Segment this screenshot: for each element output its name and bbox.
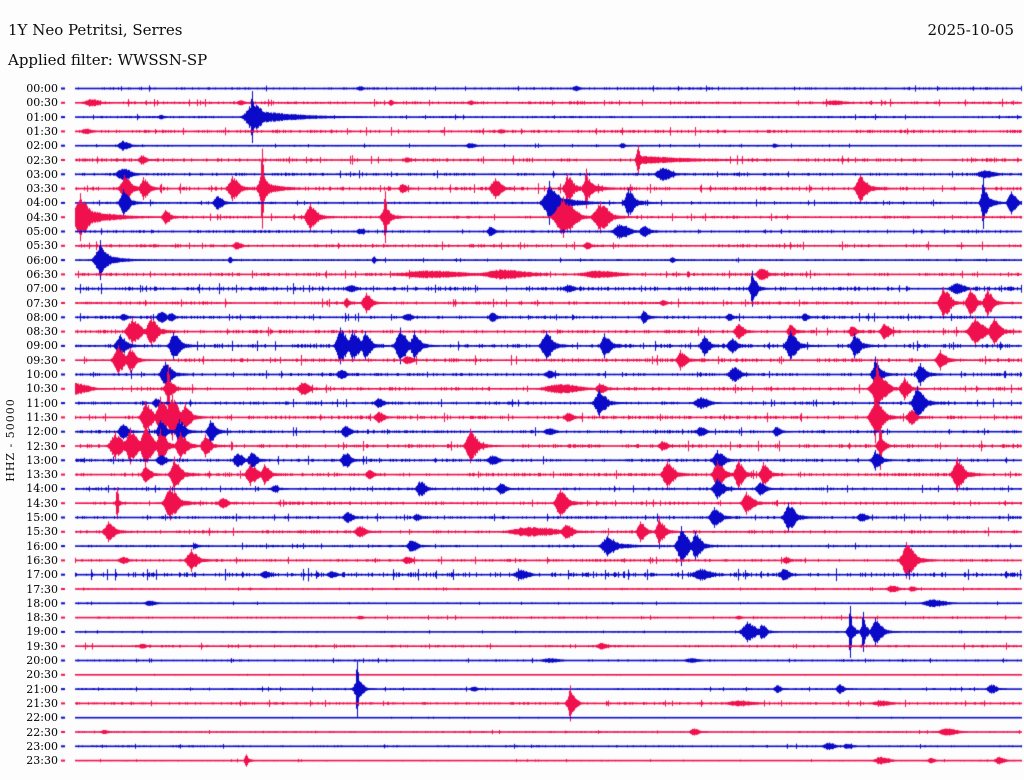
- time-label: 23:30: [26, 754, 58, 768]
- time-label: 01:00: [26, 110, 58, 124]
- time-label: 04:00: [26, 196, 58, 210]
- time-label: 05:30: [26, 239, 58, 253]
- time-label: 00:00: [26, 82, 58, 95]
- time-label: 08:00: [26, 310, 58, 324]
- station-title: 1Y Neo Petritsi, Serres: [8, 21, 183, 39]
- time-label: 18:00: [26, 596, 58, 610]
- time-label: 09:30: [26, 353, 58, 367]
- time-label: 08:30: [26, 325, 58, 339]
- time-label: 22:30: [26, 725, 58, 739]
- time-label: 15:30: [26, 525, 58, 539]
- time-label: 09:00: [26, 339, 58, 353]
- time-label: 14:30: [26, 496, 58, 510]
- time-label: 20:30: [26, 668, 58, 682]
- time-label: 21:00: [26, 682, 58, 696]
- date-label: 2025-10-05: [927, 21, 1014, 39]
- time-label: 06:30: [26, 267, 58, 281]
- time-label: 17:30: [26, 582, 58, 596]
- time-label: 17:00: [26, 568, 58, 582]
- time-label: 03:00: [26, 167, 58, 181]
- time-label: 16:00: [26, 539, 58, 553]
- time-label: 02:00: [26, 139, 58, 153]
- time-label: 13:30: [26, 468, 58, 482]
- time-label: 04:30: [26, 210, 58, 224]
- time-label: 11:30: [26, 410, 58, 424]
- time-label: 07:30: [26, 296, 58, 310]
- time-label: 05:00: [26, 225, 58, 238]
- time-label: 16:30: [26, 553, 58, 567]
- time-label: 19:00: [26, 625, 58, 639]
- time-label: 07:00: [26, 282, 58, 296]
- time-label: 22:00: [26, 711, 58, 725]
- time-label: 15:00: [26, 511, 58, 524]
- time-label: 18:30: [26, 611, 58, 625]
- time-label: 20:00: [26, 654, 58, 667]
- time-label: 12:00: [26, 425, 58, 439]
- time-label: 14:00: [26, 482, 58, 496]
- time-label: 02:30: [26, 153, 58, 167]
- time-label: 00:30: [26, 96, 58, 110]
- time-label: 19:30: [26, 639, 58, 653]
- time-label: 11:00: [26, 396, 58, 410]
- applied-filter-label: Applied filter: WWSSN-SP: [8, 51, 208, 69]
- time-label: 01:30: [26, 124, 58, 138]
- time-label: 23:00: [26, 739, 58, 753]
- time-label: 10:00: [26, 368, 58, 381]
- time-label: 21:30: [26, 696, 58, 710]
- time-label: 06:00: [26, 253, 58, 267]
- time-label: 13:00: [26, 453, 58, 467]
- time-label: 10:30: [26, 382, 58, 396]
- time-label: 03:30: [26, 182, 58, 196]
- time-label: 12:30: [26, 439, 58, 453]
